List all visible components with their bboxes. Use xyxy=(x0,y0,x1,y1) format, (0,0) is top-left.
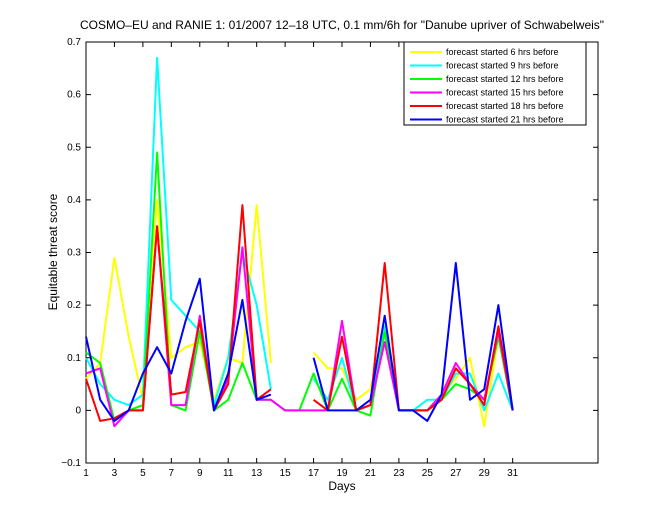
legend-entry: forecast started 12 hrs before xyxy=(446,74,564,84)
y-axis-label: Equitable threat score xyxy=(46,193,60,310)
y-tick-label: 0.7 xyxy=(67,37,81,48)
x-tick-label: 23 xyxy=(393,468,405,479)
axes: 1 3 5 7 9 11 13 15 17 19 21 23 25 27 29 31−0.100.10.20.… xyxy=(61,37,598,479)
x-tick-label: 21 xyxy=(365,468,377,479)
x-axis-label: Days xyxy=(328,479,355,493)
chart-title: COSMO–EU and RANIE 1: 01/2007 12–18 UTC,… xyxy=(80,18,604,32)
y-tick-label: −0.1 xyxy=(61,458,81,469)
legend-entry: forecast started 21 hrs before xyxy=(446,115,564,125)
y-tick-label: 0 xyxy=(75,405,81,416)
legend-entry: forecast started 18 hrs before xyxy=(446,101,564,111)
x-tick-label: 5 xyxy=(140,468,146,479)
x-tick-label: 17 xyxy=(308,468,320,479)
x-tick-label: 11 xyxy=(223,468,234,479)
x-tick-label: 3 xyxy=(112,468,118,479)
series-line-5 xyxy=(85,262,514,422)
legend: forecast started 6 hrs before forecast st… xyxy=(403,41,587,126)
x-tick-label: 15 xyxy=(280,468,292,479)
x-tick-label: 19 xyxy=(336,468,348,479)
y-tick-label: 0.6 xyxy=(67,90,81,101)
x-tick-label: 27 xyxy=(450,468,462,479)
x-tick-label: 1 xyxy=(83,468,89,479)
legend-entry: forecast started 15 hrs before xyxy=(446,88,564,98)
x-tick-label: 25 xyxy=(422,468,434,479)
y-tick-label: 0.3 xyxy=(67,248,81,259)
legend-entry: forecast started 9 hrs before xyxy=(446,61,559,71)
x-tick-label: 29 xyxy=(479,468,491,479)
y-tick-label: 0.1 xyxy=(67,353,81,364)
y-tick-label: 0.4 xyxy=(67,195,81,206)
x-tick-label: 31 xyxy=(507,468,519,479)
y-tick-label: 0.2 xyxy=(67,300,81,311)
x-tick-label: 9 xyxy=(197,468,203,479)
x-tick-label: 7 xyxy=(169,468,175,479)
legend-box xyxy=(403,41,587,126)
x-tick-label: 13 xyxy=(251,468,263,479)
legend-entry: forecast started 6 hrs before xyxy=(446,47,559,57)
y-tick-label: 0.5 xyxy=(67,142,81,153)
series-lines xyxy=(85,56,514,428)
